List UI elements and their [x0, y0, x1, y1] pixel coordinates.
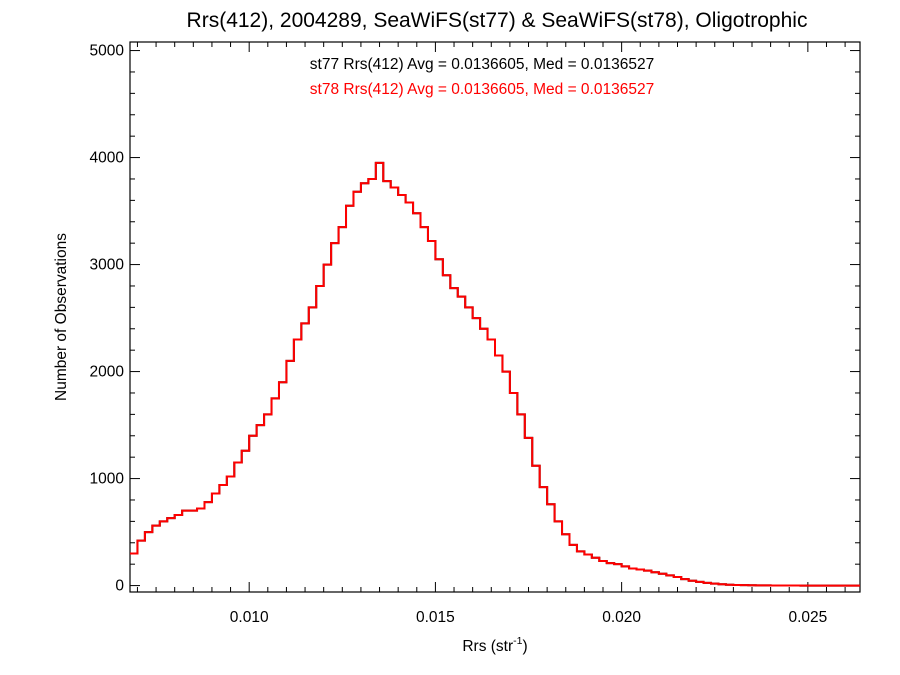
x-tick-label: 0.010 [230, 609, 269, 626]
y-tick-label: 2000 [90, 364, 125, 381]
x-tick-label: 0.015 [416, 609, 455, 626]
series-st77-line [130, 161, 860, 587]
x-tick-label: 0.025 [788, 609, 827, 626]
x-tick-label: 0.020 [602, 609, 641, 626]
series-lines [130, 161, 860, 587]
y-tick-label: 0 [115, 578, 124, 595]
series-st78-line [130, 161, 860, 587]
y-tick-label: 4000 [90, 150, 125, 167]
stats-annotation-2: st78 Rrs(412) Avg = 0.0136605, Med = 0.0… [310, 81, 654, 98]
plot-frame [129, 41, 861, 593]
axis-ticks [130, 42, 860, 592]
x-axis-label-close: ) [522, 638, 527, 655]
y-tick-label: 5000 [90, 43, 125, 60]
axis-tick-labels: 0.010 0.015 0.020 0.025 0 1000 2000 3000 4000 500… [90, 43, 828, 626]
x-axis-label-main: Rrs (str [462, 638, 513, 655]
stats-annotation-1: st77 Rrs(412) Avg = 0.0136605, Med = 0.0… [310, 56, 654, 73]
y-tick-label: 1000 [90, 471, 125, 488]
x-axis-label-sup: -1 [513, 635, 522, 647]
chart-title: Rrs(412), 2004289, SeaWiFS(st77) & SeaWi… [187, 9, 808, 32]
annotation-group: st77 Rrs(412) Avg = 0.0136605, Med = 0.0… [310, 56, 654, 98]
x-axis-label: Rrs (str-1) [462, 635, 527, 655]
y-tick-label: 3000 [90, 257, 125, 274]
y-axis-label: Number of Observations [53, 233, 70, 401]
